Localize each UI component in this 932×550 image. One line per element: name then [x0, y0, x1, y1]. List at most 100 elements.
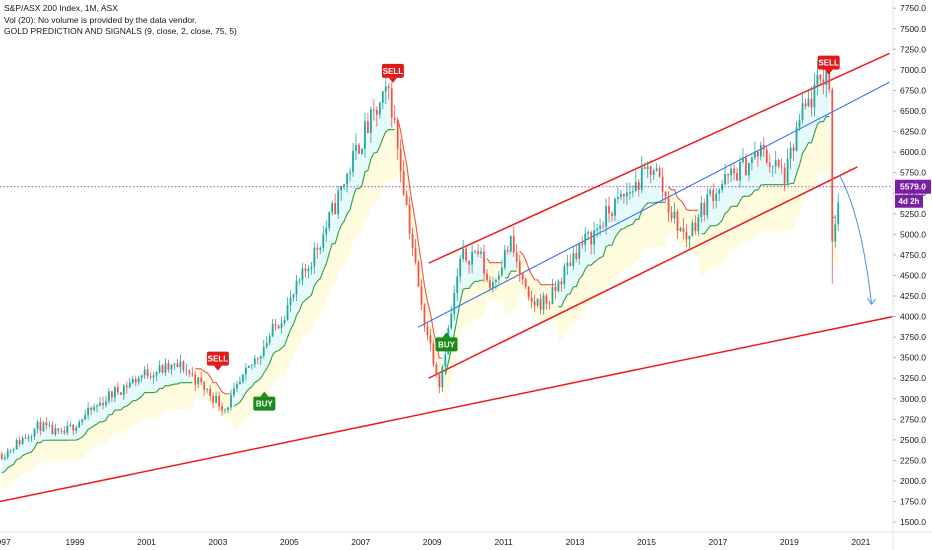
candle-body: [316, 247, 319, 250]
candle-body: [727, 174, 729, 176]
candle-body: [268, 336, 271, 343]
candle-body: [584, 233, 587, 245]
candle-body: [661, 176, 664, 192]
candle-body: [48, 424, 51, 426]
candle-body: [697, 216, 700, 232]
candle-body: [188, 370, 191, 374]
candle-body: [352, 150, 354, 173]
candle-body: [140, 375, 143, 378]
signal-label: SELL: [383, 67, 404, 76]
candle-body: [474, 251, 476, 253]
signal-badge: [435, 337, 458, 352]
candle-body: [128, 382, 131, 388]
y-tick-label: 7750.0: [900, 3, 926, 13]
candle-body: [256, 358, 259, 360]
sell-signal: SELL: [206, 351, 229, 371]
signal-line: [519, 250, 556, 286]
candle-body: [322, 234, 325, 248]
candle-body: [146, 369, 149, 377]
candle-body: [51, 424, 54, 435]
candle-body: [503, 250, 506, 268]
signal-label: SELL: [208, 355, 229, 364]
candle-body: [155, 372, 158, 376]
y-tick-label: 1500.0: [900, 517, 926, 527]
candle-body: [429, 335, 432, 344]
candle-body: [492, 282, 494, 289]
candle-body: [355, 144, 357, 151]
candle-body: [486, 273, 488, 281]
candle-body: [182, 361, 185, 371]
candle-body: [236, 383, 238, 389]
candle-body: [798, 119, 801, 128]
legend-title[interactable]: S&P/ASX 200 Index, 1M, ASX: [4, 3, 118, 13]
signal-line: [558, 201, 666, 308]
signal-line: [1, 382, 193, 474]
candle-body: [292, 294, 295, 298]
y-tick-label: 6750.0: [900, 85, 926, 95]
y-tick-label: 3500.0: [900, 353, 926, 363]
candle-body: [233, 388, 235, 396]
y-tick-label: 4000.0: [900, 312, 926, 322]
candle-body: [515, 252, 518, 262]
candle-body: [30, 436, 33, 438]
cloud-lower: [1, 116, 839, 490]
candle-body: [343, 184, 345, 187]
candle-body: [795, 127, 798, 151]
candle-body: [563, 266, 566, 285]
candle-body: [212, 395, 215, 403]
candle-body: [569, 262, 572, 266]
candle-body: [420, 286, 423, 305]
candle-body: [179, 361, 182, 367]
candle-body: [253, 358, 256, 365]
y-tick-label: 5250.0: [900, 209, 926, 219]
candle-body: [262, 346, 265, 356]
candle-body: [247, 365, 250, 368]
candle-body: [593, 230, 596, 245]
y-tick-label: 3000.0: [900, 394, 926, 404]
candle-body: [289, 297, 292, 306]
signal-label: BUY: [256, 400, 274, 409]
candle-body: [304, 268, 307, 271]
candle-body: [658, 168, 661, 177]
legend-volume[interactable]: Vol (20): No volume is provided by the d…: [4, 14, 197, 25]
candle-body: [712, 189, 715, 202]
legend-indicator[interactable]: GOLD PREDICTION AND SIGNALS (9, close, 2…: [4, 26, 237, 36]
candle-body: [646, 166, 649, 169]
projection-arrowhead: [867, 297, 876, 306]
candle-body: [423, 304, 426, 327]
candle-body: [783, 167, 786, 184]
candle-body: [819, 74, 822, 80]
candle-body: [369, 109, 372, 134]
candle-body: [271, 323, 274, 337]
candle-body: [84, 415, 87, 420]
candle-body: [801, 103, 804, 120]
candle-body: [465, 248, 468, 261]
candle-body: [435, 364, 438, 375]
candle-body: [134, 378, 137, 383]
candle-body: [364, 121, 366, 149]
candle-body: [167, 363, 170, 370]
candle-body: [78, 422, 81, 428]
candle-body: [703, 202, 706, 216]
candle-body: [358, 144, 360, 154]
candle-body: [60, 430, 63, 432]
candle-body: [438, 374, 441, 388]
candle-body: [280, 323, 283, 328]
candle-body: [733, 168, 735, 174]
candle-body: [6, 450, 9, 458]
candle-body: [230, 395, 232, 408]
candle-body: [93, 406, 95, 411]
candle-body: [756, 151, 759, 157]
candle-body: [590, 232, 593, 245]
candle-body: [57, 428, 60, 431]
candle-body: [337, 190, 340, 215]
countdown-tag: 4d 2h: [895, 194, 923, 208]
x-tick-label: 2005: [280, 537, 299, 547]
candle-body: [367, 121, 369, 134]
candle-body: [69, 424, 72, 426]
price-tag-box: [895, 179, 931, 194]
candle-body: [295, 280, 298, 295]
candle-body: [381, 91, 384, 103]
candle-body: [170, 364, 173, 370]
